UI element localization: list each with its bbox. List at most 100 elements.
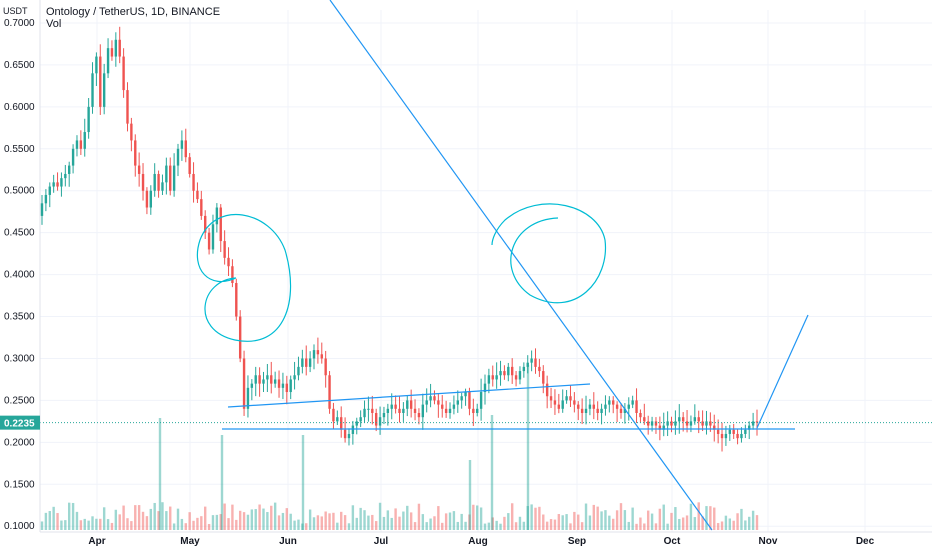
- candle-body: [192, 173, 195, 191]
- volume-spike: [526, 365, 530, 530]
- volume-bar: [561, 515, 564, 530]
- trend-line-support[interactable]: [227, 383, 591, 408]
- volume-bar: [514, 522, 518, 530]
- volume-bar: [713, 507, 716, 530]
- candle-body: [196, 190, 199, 200]
- candle-body: [658, 425, 662, 430]
- candle-body: [332, 408, 335, 422]
- volume-bar: [507, 513, 510, 530]
- volume-spike: [301, 435, 305, 530]
- volume-bar: [332, 512, 335, 530]
- volume-bar: [409, 512, 413, 530]
- volume-bar: [316, 515, 320, 530]
- volume-bar: [421, 514, 425, 530]
- volume-bar: [705, 506, 708, 530]
- candle-body: [406, 400, 409, 409]
- candle-body: [343, 429, 347, 439]
- candle-body: [347, 433, 351, 439]
- projection-line[interactable]: [756, 314, 809, 429]
- price-axis[interactable]: 0.7000 0.6500 0.6000 0.5500 0.5000 0.4500 0.40…: [4, 0, 41, 532]
- volume-bar: [196, 517, 199, 530]
- chart-title[interactable]: Ontology / TetherUS, 1D, BINANCE: [46, 6, 221, 18]
- circle-annotation[interactable]: [491, 203, 607, 304]
- x-tick-label: May: [180, 536, 200, 547]
- candle-body: [308, 358, 312, 367]
- volume-bar: [615, 510, 619, 530]
- volume-bar: [351, 505, 355, 530]
- candle-body: [600, 408, 603, 413]
- candle-body: [448, 408, 452, 413]
- volume-bar: [612, 518, 615, 530]
- candle-body: [510, 366, 514, 376]
- candle-body: [654, 421, 658, 426]
- x-tick-label: Jun: [279, 536, 297, 547]
- volume-bar: [270, 505, 273, 530]
- candle-body: [110, 48, 114, 57]
- candle-body: [285, 383, 289, 393]
- volume-bar: [503, 516, 506, 530]
- candle-body: [670, 421, 673, 426]
- volume-bar: [744, 520, 747, 530]
- candle-body: [184, 140, 187, 158]
- volume-bar: [137, 505, 141, 530]
- circle-annotation[interactable]: [196, 213, 292, 342]
- user-drawings[interactable]: [40, 0, 932, 531]
- volume-bar: [126, 518, 129, 530]
- current-price-tag: 0.2235: [0, 415, 40, 430]
- volume-bar: [402, 511, 405, 530]
- volume-bar: [343, 515, 347, 530]
- candle-body: [479, 392, 483, 409]
- candle-body: [367, 408, 370, 410]
- candle-body: [258, 375, 261, 384]
- volume-bar: [740, 508, 743, 530]
- volume-bar: [448, 512, 452, 530]
- candle-body: [522, 366, 526, 372]
- candle-body: [728, 429, 731, 434]
- candle-body: [200, 199, 203, 216]
- candle-body: [456, 400, 459, 405]
- candle-body: [681, 417, 685, 422]
- candle-body: [99, 56, 102, 107]
- volume-bar: [650, 513, 654, 530]
- candle-body: [312, 350, 316, 359]
- volume-bar: [518, 516, 522, 530]
- volume-bar: [565, 514, 568, 530]
- candle-body: [751, 421, 755, 426]
- y-tick-label: 0.7000: [4, 18, 35, 29]
- volume-bar: [110, 522, 114, 530]
- candle-body: [507, 366, 510, 376]
- candle-body: [382, 413, 386, 418]
- candle-body: [472, 408, 475, 413]
- volume-bar: [468, 514, 471, 530]
- trend-line-down[interactable]: [329, 0, 713, 531]
- candle-body: [580, 408, 584, 413]
- candle-body: [433, 396, 436, 401]
- candle-body: [106, 48, 110, 74]
- candle-body: [569, 396, 572, 401]
- time-axis[interactable]: Apr May Jun Jul Aug Sep Oct Nov Dec: [40, 531, 932, 547]
- volume-indicator-label[interactable]: Vol: [46, 18, 62, 30]
- candle-body: [584, 408, 588, 413]
- x-tick-label: Oct: [664, 536, 681, 547]
- volume-bar: [542, 514, 545, 530]
- volume-bar: [141, 511, 145, 530]
- candle-body: [266, 375, 269, 380]
- volume-bar: [293, 520, 296, 530]
- candle-body: [207, 232, 211, 250]
- volume-bar: [355, 517, 358, 530]
- y-tick-label: 0.3500: [4, 312, 35, 323]
- candle-body: [608, 400, 611, 405]
- volume-bar: [390, 517, 393, 530]
- volume-bar: [153, 502, 156, 530]
- volume-bar: [716, 523, 720, 530]
- volume-bar: [68, 502, 71, 530]
- y-tick-label: 0.2000: [4, 437, 35, 448]
- volume-bar: [549, 519, 553, 530]
- volume-bar: [273, 502, 277, 530]
- volume-bar: [553, 519, 557, 530]
- candle-body: [693, 417, 697, 422]
- volume-bar: [479, 507, 483, 530]
- volume-bar: [495, 520, 498, 530]
- volume-bar: [305, 523, 308, 530]
